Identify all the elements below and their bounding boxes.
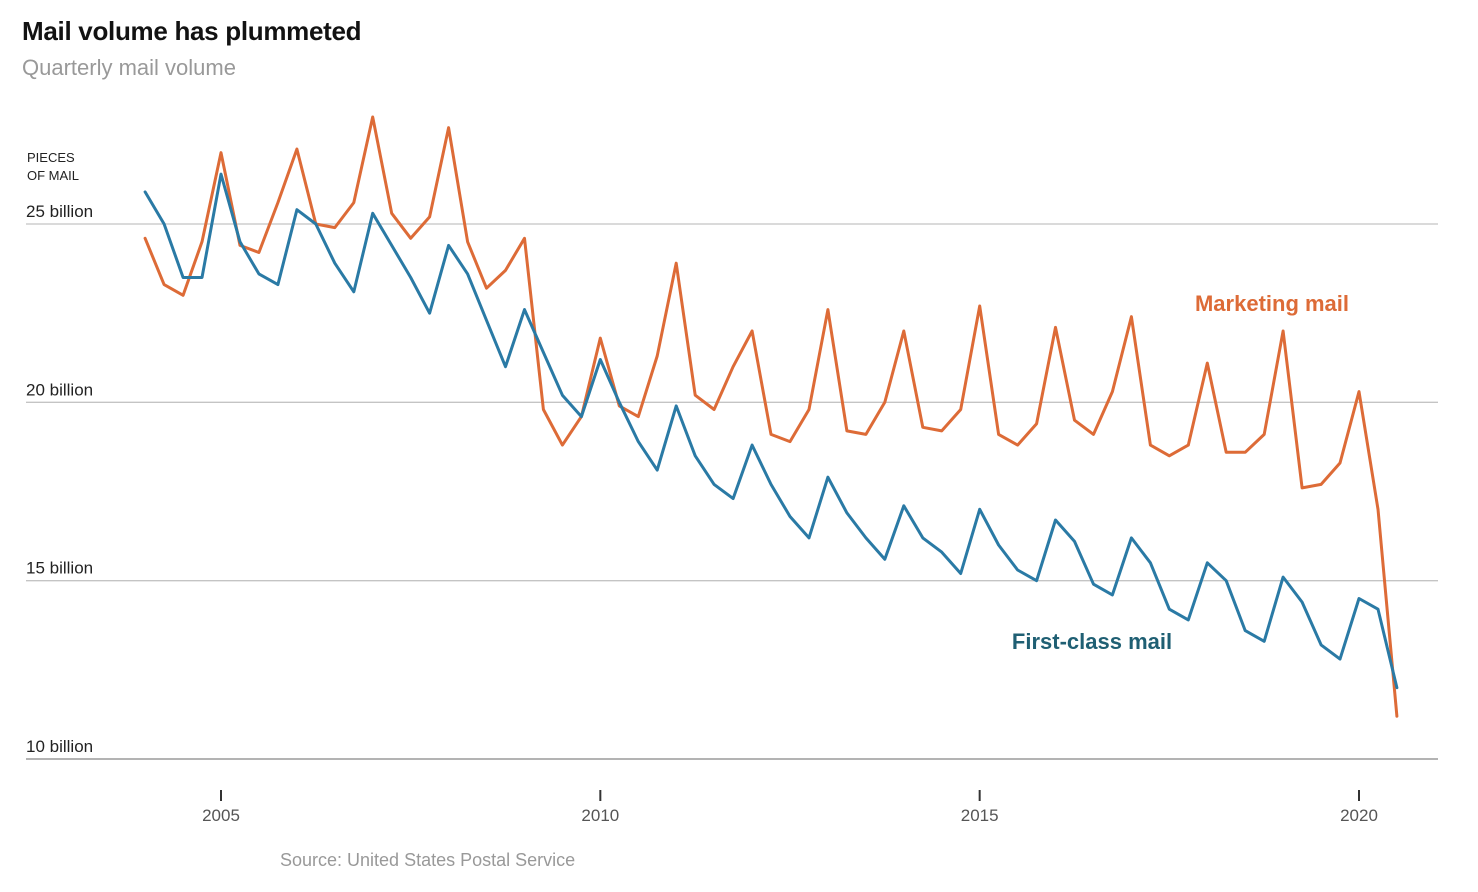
- marketing-mail-line: [143, 115, 1399, 718]
- first-class-mail-line: [143, 172, 1399, 690]
- x-tick-label: 2015: [961, 806, 999, 825]
- y-tick-label: 25 billion: [26, 202, 93, 221]
- source-note: Source: United States Postal Service: [280, 850, 576, 870]
- y-tick-label: 15 billion: [26, 559, 93, 578]
- y-axis-unit-label: OF MAIL: [27, 168, 79, 183]
- y-axis-labels: 10 billion 15 billion 20 billion 25 billion…: [26, 150, 93, 756]
- series-lines: [143, 115, 1399, 718]
- x-axis: 2005 2010 2015 2020: [202, 790, 1378, 825]
- chart-title: Mail volume has plummeted: [22, 16, 362, 46]
- marketing-mail-label: Marketing mail: [1195, 291, 1349, 316]
- x-tick-label: 2010: [581, 806, 619, 825]
- y-tick-label: 20 billion: [26, 380, 93, 399]
- first-class-mail-label: First-class mail: [1012, 629, 1172, 654]
- y-tick-label: 10 billion: [26, 737, 93, 756]
- chart-subtitle: Quarterly mail volume: [22, 55, 236, 80]
- y-axis-unit-label: PIECES: [27, 150, 75, 165]
- series-annotations: Marketing mail First-class mail: [1012, 291, 1349, 654]
- x-tick-label: 2005: [202, 806, 240, 825]
- x-tick-label: 2020: [1340, 806, 1378, 825]
